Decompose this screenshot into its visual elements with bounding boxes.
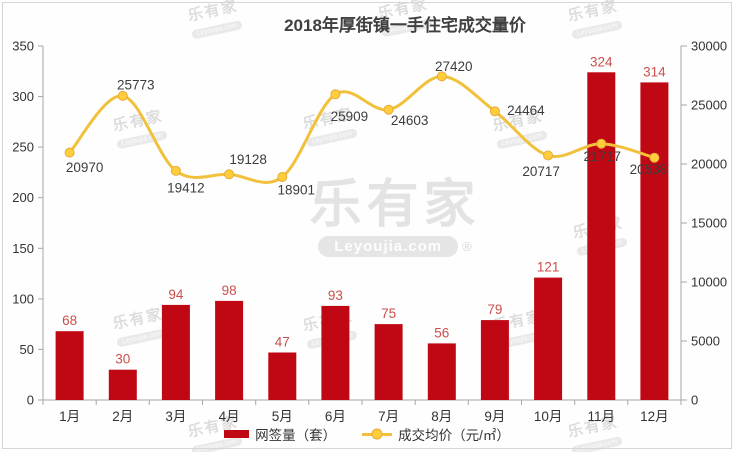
svg-text:8月: 8月 xyxy=(431,409,452,424)
svg-text:100: 100 xyxy=(12,291,34,306)
legend-label-bar-series: 网签量（套） xyxy=(255,428,337,443)
left-axis-labels: 0 50 100 150 200 250 300 350 xyxy=(12,39,34,408)
svg-text:93: 93 xyxy=(328,288,343,303)
svg-text:2月: 2月 xyxy=(112,409,133,424)
svg-text:50: 50 xyxy=(20,342,34,357)
svg-text:200: 200 xyxy=(12,190,34,205)
svg-text:24464: 24464 xyxy=(507,103,545,118)
svg-text:19412: 19412 xyxy=(167,180,205,195)
svg-text:350: 350 xyxy=(12,39,34,54)
line-marker xyxy=(170,165,181,176)
svg-text:21717: 21717 xyxy=(584,149,622,164)
bar xyxy=(534,277,563,400)
svg-text:250: 250 xyxy=(12,140,34,155)
right-axis xyxy=(680,45,687,401)
svg-text:0: 0 xyxy=(691,393,698,408)
line-series-swatch xyxy=(362,428,393,440)
right-axis-labels: 0 5000 10000 15000 20000 25000 30000 xyxy=(691,39,727,408)
svg-text:24603: 24603 xyxy=(391,113,429,128)
svg-text:314: 314 xyxy=(643,64,666,79)
svg-text:20538: 20538 xyxy=(630,162,668,177)
legend-item-bar-series: 网签量（套） xyxy=(224,424,336,444)
svg-text:68: 68 xyxy=(62,313,77,328)
svg-text:47: 47 xyxy=(275,335,290,350)
svg-text:25773: 25773 xyxy=(117,77,155,92)
svg-text:27420: 27420 xyxy=(435,59,473,74)
bar xyxy=(374,324,403,400)
svg-text:5月: 5月 xyxy=(272,409,293,424)
svg-text:19128: 19128 xyxy=(229,152,267,167)
line-marker xyxy=(330,89,341,100)
svg-text:18901: 18901 xyxy=(278,183,316,198)
bar-series xyxy=(55,72,669,401)
svg-text:79: 79 xyxy=(487,302,502,317)
bar xyxy=(321,305,350,400)
svg-text:30000: 30000 xyxy=(691,39,727,54)
chart-legend: 网签量（套） 成交均价（元/㎡） xyxy=(0,424,734,444)
bar xyxy=(640,82,669,401)
svg-text:20970: 20970 xyxy=(66,160,104,175)
svg-text:3月: 3月 xyxy=(165,409,186,424)
svg-text:1月: 1月 xyxy=(59,409,80,424)
svg-text:10000: 10000 xyxy=(691,275,727,290)
svg-text:25000: 25000 xyxy=(691,98,727,113)
svg-text:121: 121 xyxy=(537,260,560,275)
price-line xyxy=(68,74,656,184)
svg-text:4月: 4月 xyxy=(219,409,240,424)
svg-text:7月: 7月 xyxy=(378,409,399,424)
line-marker xyxy=(649,152,660,163)
line-marker xyxy=(383,104,394,115)
line-marker-dot-icon xyxy=(371,428,383,440)
left-axis xyxy=(38,45,44,401)
svg-text:150: 150 xyxy=(12,241,34,256)
svg-text:20000: 20000 xyxy=(691,157,727,172)
svg-text:300: 300 xyxy=(12,89,34,104)
svg-text:94: 94 xyxy=(168,287,184,302)
price-line-markers xyxy=(64,71,660,182)
line-marker xyxy=(117,90,128,101)
legend-label-line-series: 成交均价（元/㎡） xyxy=(398,428,510,443)
svg-text:20717: 20717 xyxy=(522,164,560,179)
bar xyxy=(268,352,297,400)
svg-text:56: 56 xyxy=(434,325,449,340)
svg-text:6月: 6月 xyxy=(325,409,346,424)
bar xyxy=(480,320,509,400)
svg-text:324: 324 xyxy=(590,54,613,69)
svg-text:98: 98 xyxy=(222,283,237,298)
bar xyxy=(587,72,616,401)
bar xyxy=(427,343,456,400)
svg-text:25909: 25909 xyxy=(331,109,369,124)
chart-title: 2018年厚街镇一手住宅成交量价 xyxy=(284,16,526,35)
svg-text:9月: 9月 xyxy=(484,409,505,424)
svg-text:30: 30 xyxy=(115,352,130,367)
svg-text:5000: 5000 xyxy=(691,334,720,349)
line-marker xyxy=(596,138,607,149)
svg-text:10月: 10月 xyxy=(534,409,563,424)
bar xyxy=(215,300,244,400)
bar-value-labels: 68 30 94 98 47 93 75 56 79 121 324 314 xyxy=(62,54,666,366)
line-marker xyxy=(543,150,554,161)
bar xyxy=(55,331,84,400)
legend-item-line-series: 成交均价（元/㎡） xyxy=(362,424,510,444)
svg-text:15000: 15000 xyxy=(691,216,727,231)
line-marker xyxy=(224,169,235,180)
bar xyxy=(161,304,190,400)
bar-series-swatch xyxy=(224,430,250,438)
line-marker xyxy=(277,172,288,182)
svg-text:12月: 12月 xyxy=(640,409,669,424)
x-axis-labels: 1月 2月 3月 4月 5月 6月 7月 8月 9月 10月 11月 12月 xyxy=(59,409,669,424)
x-axis xyxy=(42,399,682,405)
line-marker xyxy=(489,106,500,117)
price-value-labels: 20970 25773 19412 19128 18901 25909 24603 27420… xyxy=(66,59,667,198)
svg-text:11月: 11月 xyxy=(588,409,616,424)
line-marker xyxy=(64,147,75,158)
svg-text:0: 0 xyxy=(27,393,34,408)
bar xyxy=(108,369,137,400)
svg-text:75: 75 xyxy=(381,306,396,321)
line-marker xyxy=(436,71,447,82)
